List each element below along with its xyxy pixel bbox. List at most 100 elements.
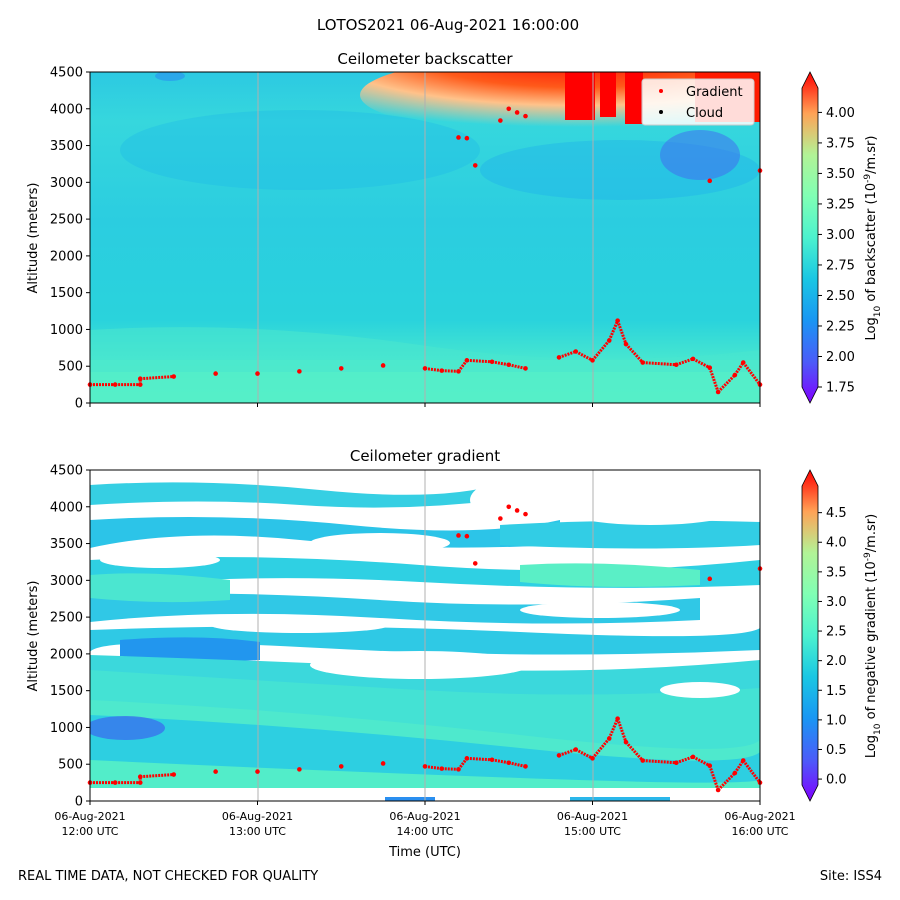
x-tick-date: 06-Aug-2021 — [222, 810, 293, 823]
gradient-point — [338, 764, 344, 769]
y-tick-label: 500 — [58, 360, 83, 375]
y-tick-label: 0 — [75, 795, 83, 810]
gradient-title: Ceilometer gradient — [350, 447, 500, 465]
backscatter-title: Ceilometer backscatter — [337, 50, 513, 68]
y-tick-label: 1500 — [50, 684, 83, 699]
gradient-line-segment — [742, 361, 762, 386]
colorbar-tick-label: 0.0 — [826, 773, 847, 788]
gradient-point — [523, 113, 528, 119]
colorbar-tick-label: 2.5 — [826, 625, 847, 640]
colorbar-tick-label: 2.00 — [826, 350, 855, 365]
legend-cloud-label: Cloud — [686, 106, 723, 121]
y-tick-label: 1000 — [50, 721, 83, 736]
colorbar-tick-label: 1.5 — [826, 684, 847, 699]
gradient-line-segment — [624, 343, 644, 364]
gradient-line-segment — [624, 741, 644, 762]
gradient-point — [255, 371, 260, 376]
y-tick-label: 4000 — [50, 500, 83, 515]
figure-suptitle: LOTOS2021 06-Aug-2021 16:00:00 — [317, 16, 579, 34]
gradient-point — [506, 106, 512, 112]
gradient-ylabel: Altitude (meters) — [26, 581, 41, 692]
x-tick-time: 13:00 UTC — [229, 825, 286, 838]
gradient-line-segment — [642, 361, 677, 367]
gradient-point — [498, 118, 503, 123]
gradient-line-segment — [457, 359, 469, 373]
backscatter-grid — [257, 72, 594, 403]
colorbar-tick-label: 1.0 — [826, 713, 847, 728]
gradient-point — [464, 533, 470, 539]
colorbar-tick-label: 2.75 — [826, 258, 855, 273]
y-tick-label: 500 — [58, 758, 83, 773]
footer-site: Site: ISS4 — [819, 869, 882, 884]
gradient-line-segment — [616, 320, 628, 345]
legend-gradient-label: Gradient — [686, 85, 743, 100]
x-tick-time: 15:00 UTC — [564, 825, 621, 838]
gradient-line-segment — [466, 756, 493, 762]
colorbar-tick-label: 4.5 — [826, 506, 847, 521]
gradient-point — [506, 504, 512, 510]
gradient-line-segment — [708, 367, 720, 393]
colorbar-tick-label: 3.50 — [826, 167, 855, 182]
backscatter-panel: Ceilometer backscatter 0 500 1000 1500 2000 2… — [26, 50, 883, 412]
gradient-point — [472, 163, 478, 168]
gradient-line-segment — [607, 320, 620, 342]
gradient-line-segment — [692, 755, 711, 768]
gradient-panel: Ceilometer gradient — [26, 447, 883, 860]
colorbar-tick-label: 2.0 — [826, 654, 847, 669]
gradient-point — [213, 769, 218, 774]
gradient-line-segment — [441, 767, 459, 771]
y-tick-label: 1000 — [50, 323, 83, 338]
gradient-line-segment — [742, 759, 762, 784]
gradient-point — [472, 561, 478, 566]
legend: Gradient Cloud — [641, 78, 755, 126]
x-tick-time: 14:00 UTC — [396, 825, 453, 838]
gradient-colorbar: 0.0 0.5 1.0 1.5 2.0 2.5 3.0 3.5 4.0 4.5 Log10 of … — [801, 469, 883, 802]
x-tick-date: 06-Aug-2021 — [54, 810, 125, 823]
y-tick-label: 1500 — [50, 286, 83, 301]
colorbar-tick-label: 0.5 — [826, 743, 847, 758]
gradient-line-segment — [642, 759, 677, 765]
y-tick-label: 4500 — [50, 464, 83, 479]
gradient-point — [297, 767, 302, 772]
backscatter-colorbar: 1.75 2.00 2.25 2.50 2.75 3.00 3.25 3.50 3.75 4.00… — [801, 71, 883, 404]
gradient-line-segment — [591, 737, 611, 760]
gradient-point — [523, 511, 528, 517]
gradient-line-segment — [708, 765, 720, 791]
y-tick-label: 2500 — [50, 213, 83, 228]
y-tick-label: 4500 — [50, 66, 83, 81]
y-tick-label: 3000 — [50, 574, 83, 589]
y-tick-label: 3500 — [50, 139, 83, 154]
gradient-point — [464, 135, 470, 141]
gradient-colorbar-label: Log10 of negative gradient (10-9/m.sr) — [863, 514, 883, 758]
gradient-line-segment — [692, 357, 711, 370]
colorbar-tick-label: 2.25 — [826, 319, 855, 334]
gradient-line-segment — [466, 358, 493, 364]
colorbar-tick-label: 4.00 — [826, 106, 855, 121]
legend-cloud-marker — [659, 110, 663, 114]
gradient-point — [213, 371, 218, 376]
y-tick-label: 0 — [75, 397, 83, 412]
x-tick-time: 16:00 UTC — [731, 825, 788, 838]
gradient-line-segment — [140, 375, 174, 381]
gradient-point — [338, 366, 344, 371]
gradient-line-segment — [457, 757, 469, 771]
gradient-gradient-marks — [87, 504, 763, 793]
colorbar-tick-label: 4.0 — [826, 536, 847, 551]
gradient-xlabel: Time (UTC) — [388, 845, 461, 860]
colorbar-tick-label: 3.5 — [826, 565, 847, 580]
gradient-point — [707, 576, 713, 582]
gradient-point — [514, 110, 520, 115]
gradient-line-segment — [607, 718, 620, 740]
colorbar-tick-label: 1.75 — [826, 381, 855, 396]
gradient-line-segment — [591, 339, 611, 362]
colorbar-tick-label: 2.50 — [826, 289, 855, 304]
gradient-point — [498, 516, 503, 521]
gradient-line-segment — [616, 718, 628, 743]
backscatter-colorbar-label: Log10 of backscatter (10-9/m.sr) — [863, 136, 883, 341]
gradient-line-segment — [140, 773, 174, 779]
y-tick-label: 4000 — [50, 102, 83, 117]
gradient-line-segment — [575, 350, 594, 362]
y-tick-label: 2000 — [50, 647, 83, 662]
gradient-point — [255, 769, 260, 774]
